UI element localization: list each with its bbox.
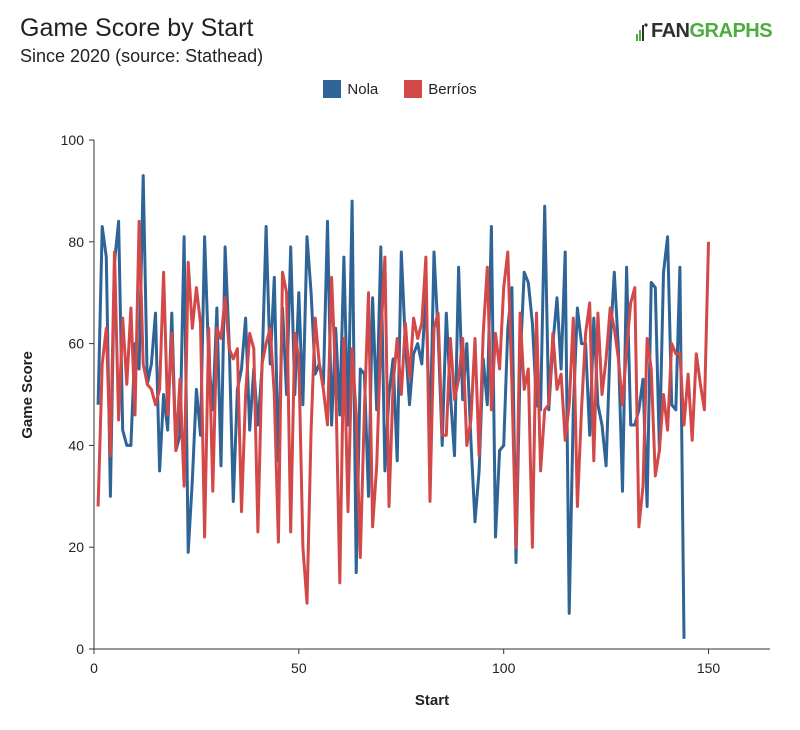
y-tick-label: 100 <box>61 132 85 148</box>
chart-subtitle: Since 2020 (source: Stathead) <box>20 46 264 66</box>
logo-text-graphs: GRAPHS <box>689 20 773 42</box>
legend-label-nola: Nola <box>347 80 379 98</box>
x-axis-label: Start <box>415 692 449 709</box>
chart-title: Game Score by Start <box>20 14 254 42</box>
legend-item-nola: Nola <box>323 80 378 98</box>
x-tick-label: 100 <box>492 660 516 676</box>
y-tick-label: 0 <box>76 641 84 657</box>
x-tick-label: 0 <box>90 660 98 676</box>
legend-item-berrios: Berríos <box>404 80 477 98</box>
fangraphs-logo: FAN GRAPHS <box>636 20 773 43</box>
x-tick-label: 50 <box>291 660 307 676</box>
y-tick-label: 20 <box>68 539 84 555</box>
legend: Nola Berríos <box>0 80 800 98</box>
fangraphs-mark-icon <box>636 22 648 41</box>
y-axis-label: Game Score <box>19 351 36 439</box>
legend-swatch-nola <box>323 80 342 98</box>
y-tick-label: 60 <box>68 336 84 352</box>
series-line-berrios <box>96 219 710 605</box>
y-tick-label: 40 <box>68 437 84 453</box>
legend-swatch-berrios <box>404 80 423 98</box>
logo-text-fan: FAN <box>651 20 690 42</box>
x-tick-label: 150 <box>697 660 721 676</box>
series-line-nola <box>96 174 686 639</box>
legend-label-berrios: Berríos <box>428 80 477 98</box>
series-lines <box>96 174 710 639</box>
axes: 0 20 40 60 80 100 0 50 100 150 <box>61 132 770 676</box>
y-tick-label: 80 <box>68 234 84 250</box>
